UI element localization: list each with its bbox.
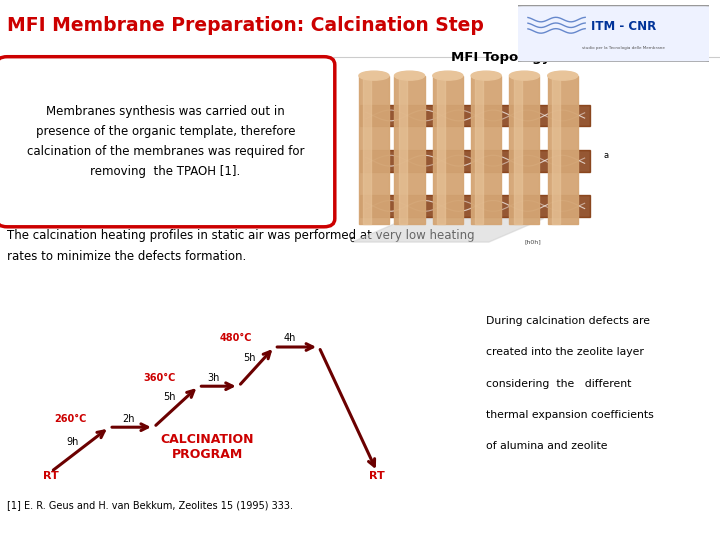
- Text: Membranes synthesis was carried out in
presence of the organic template, therefo: Membranes synthesis was carried out in p…: [27, 105, 305, 178]
- Ellipse shape: [433, 71, 463, 80]
- Text: RT: RT: [369, 471, 385, 481]
- Text: 9h: 9h: [67, 437, 79, 447]
- Text: RT: RT: [43, 471, 59, 481]
- Text: 480°C: 480°C: [220, 333, 252, 343]
- Text: 5h: 5h: [243, 353, 256, 363]
- Polygon shape: [360, 195, 590, 217]
- Text: 360°C: 360°C: [144, 373, 176, 383]
- Bar: [359, 76, 389, 224]
- Ellipse shape: [510, 71, 539, 80]
- Bar: [510, 76, 539, 224]
- Bar: [471, 76, 501, 224]
- Ellipse shape: [359, 71, 389, 80]
- Text: CALCINATION
PROGRAM: CALCINATION PROGRAM: [161, 433, 254, 461]
- Bar: [552, 76, 560, 224]
- Text: created into the zeolite layer: created into the zeolite layer: [486, 347, 644, 357]
- Text: 260°C: 260°C: [55, 414, 87, 423]
- Bar: [395, 76, 425, 224]
- Text: 3h: 3h: [207, 373, 220, 383]
- Bar: [433, 76, 463, 224]
- Text: thermal expansion coefficients: thermal expansion coefficients: [486, 410, 654, 420]
- Text: c: c: [349, 235, 354, 244]
- Bar: [363, 76, 372, 224]
- Text: During calcination defects are: During calcination defects are: [486, 316, 650, 326]
- Text: MFI Topology: MFI Topology: [451, 51, 550, 64]
- Text: MFI Membrane Preparation: Calcination Step: MFI Membrane Preparation: Calcination St…: [7, 16, 484, 35]
- Ellipse shape: [395, 71, 425, 80]
- Text: a: a: [604, 151, 609, 160]
- Bar: [548, 76, 577, 224]
- Text: 4h: 4h: [283, 333, 296, 343]
- FancyBboxPatch shape: [513, 5, 715, 62]
- Polygon shape: [352, 219, 544, 242]
- Bar: [513, 76, 522, 224]
- Ellipse shape: [471, 71, 501, 80]
- Text: [1] E. R. Geus and H. van Bekkum, Zeolites 15 (1995) 333.: [1] E. R. Geus and H. van Bekkum, Zeolit…: [7, 500, 293, 510]
- Ellipse shape: [548, 71, 577, 80]
- Text: [h0h]: [h0h]: [524, 239, 541, 244]
- Text: of alumina and zeolite: of alumina and zeolite: [486, 441, 608, 451]
- Text: The calcination heating profiles in static air was performed at very low heating: The calcination heating profiles in stat…: [7, 230, 474, 264]
- Text: 2h: 2h: [122, 414, 135, 423]
- Text: ITM - CNR: ITM - CNR: [590, 21, 656, 33]
- FancyBboxPatch shape: [0, 57, 335, 227]
- Bar: [475, 76, 483, 224]
- Bar: [437, 76, 445, 224]
- Polygon shape: [360, 150, 590, 172]
- Text: considering  the   different: considering the different: [486, 379, 631, 389]
- Text: 5h: 5h: [163, 392, 175, 402]
- Text: studio per la Tecnologia delle Membrane: studio per la Tecnologia delle Membrane: [582, 46, 665, 50]
- Bar: [399, 76, 407, 224]
- Polygon shape: [360, 105, 590, 126]
